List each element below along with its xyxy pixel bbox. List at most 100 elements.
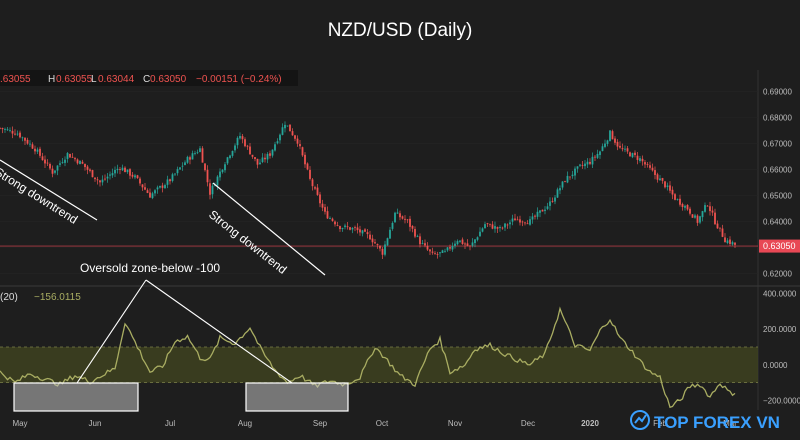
candle [44, 155, 46, 168]
candle [171, 172, 174, 183]
candle [209, 179, 211, 200]
candle [526, 220, 529, 225]
candle [14, 129, 16, 136]
candle [624, 145, 626, 153]
candle [536, 207, 539, 220]
candle [361, 229, 364, 237]
candle [619, 141, 621, 149]
candle [51, 165, 54, 178]
candle [386, 237, 389, 247]
trend-line-1 [0, 159, 98, 221]
candle [59, 160, 61, 167]
candle [516, 216, 519, 221]
oversold-annotation: Oversold zone-below -100 [13, 261, 349, 412]
candle [721, 224, 724, 238]
candle [579, 163, 581, 167]
candle [464, 242, 466, 250]
candle [379, 245, 381, 252]
candle [491, 221, 494, 230]
cci-tick-label: −200.0000 [763, 396, 800, 405]
candle [716, 220, 719, 229]
candle [634, 150, 636, 158]
time-tick-label: Dec [521, 419, 535, 428]
candle [139, 176, 141, 186]
candle [104, 174, 106, 181]
candle [71, 152, 74, 158]
candle [314, 185, 316, 191]
candle [9, 127, 11, 133]
candle [29, 140, 31, 147]
candle [639, 155, 641, 163]
candle [114, 166, 116, 177]
candle [369, 230, 371, 240]
candle [574, 166, 576, 180]
candle [106, 172, 109, 183]
ohlc-legend-bg [0, 70, 298, 86]
candle [394, 211, 396, 223]
candle [471, 238, 474, 248]
cci-axis: 400.0000 200.0000 0.0000 −200.0000 [763, 290, 800, 406]
candle [234, 143, 236, 153]
ohlc-legend: .63055 H 0.63055 L 0.63044 C 0.63050 −0.… [0, 70, 298, 86]
candle [646, 161, 649, 168]
candle [686, 204, 689, 211]
candle [89, 168, 91, 173]
candle [446, 246, 449, 252]
candle [39, 146, 41, 158]
candle [431, 247, 434, 255]
candle [216, 175, 219, 190]
time-tick-label: Aug [238, 419, 252, 428]
candle [434, 251, 436, 255]
candle [61, 157, 64, 164]
candle [586, 158, 589, 169]
candle [161, 182, 164, 193]
candle [174, 173, 176, 176]
candle [259, 159, 261, 165]
candle [76, 158, 79, 165]
candle [344, 223, 346, 230]
candle [449, 244, 451, 251]
cci-line [0, 306, 736, 409]
candle [409, 215, 411, 232]
candle [626, 146, 629, 154]
candle [266, 152, 269, 164]
candle [191, 150, 194, 160]
candle [166, 175, 169, 189]
candle [704, 202, 706, 213]
candle [729, 236, 731, 247]
candle [21, 136, 24, 142]
candle [121, 164, 124, 171]
candle [116, 164, 119, 174]
candlestick-series [0, 121, 736, 259]
candle [339, 225, 341, 232]
candle [349, 226, 351, 231]
candle [604, 139, 606, 149]
candle [511, 214, 514, 226]
candle [581, 160, 584, 169]
candle [496, 226, 499, 234]
candle [374, 239, 376, 244]
oversold-box-2 [245, 382, 349, 412]
candle [611, 129, 614, 140]
candle [4, 127, 6, 133]
candle [331, 217, 334, 222]
cci-legend: (20) −156.0115 [0, 292, 81, 303]
candle [146, 188, 149, 194]
candle [19, 130, 21, 139]
candle [321, 199, 324, 212]
candle [454, 240, 456, 249]
candle [731, 240, 734, 246]
candle [529, 216, 531, 226]
candle [676, 198, 679, 201]
candle [356, 223, 359, 234]
candle [286, 125, 289, 127]
candle [399, 210, 401, 221]
candle [714, 208, 716, 226]
candle [131, 172, 134, 179]
candle [364, 228, 366, 232]
cci-series-name: (20) [0, 292, 18, 303]
candle [176, 166, 179, 176]
candle [336, 221, 339, 227]
candle [169, 178, 171, 185]
candle [46, 159, 49, 167]
